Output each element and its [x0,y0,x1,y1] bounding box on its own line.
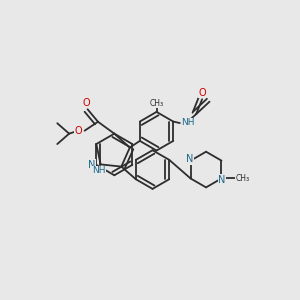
Text: O: O [198,88,206,98]
Text: CH₃: CH₃ [149,99,164,108]
Text: CH₃: CH₃ [236,174,250,183]
Text: N: N [218,175,226,185]
Text: NH: NH [92,167,106,176]
Text: N: N [88,160,95,170]
Text: NH: NH [181,118,195,127]
Text: O: O [74,126,82,136]
Text: N: N [186,154,194,164]
Text: O: O [82,98,90,108]
